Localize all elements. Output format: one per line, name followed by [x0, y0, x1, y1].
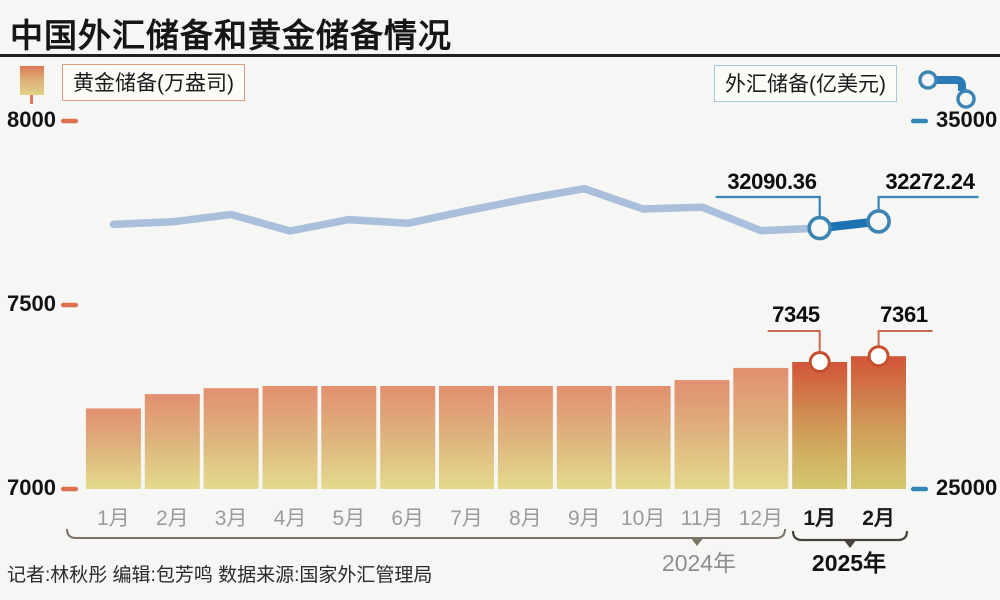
- y-axis-right-tick-25000: 25000: [936, 475, 998, 500]
- gold-bar-6: [380, 386, 436, 489]
- year-bracket-2024-arrow: [690, 537, 704, 546]
- year-group-label-2024: 2024年: [661, 550, 737, 576]
- gold-bar-12: [733, 367, 789, 489]
- x-label-2024-6月: 6月: [391, 507, 425, 530]
- gold-bar-10: [615, 386, 671, 489]
- gold-point-marker: [867, 345, 890, 368]
- x-label-2024-4月: 4月: [273, 507, 307, 530]
- page-title: 中国外汇储备和黄金储备情况: [10, 17, 452, 54]
- gold-bar-2: [144, 394, 200, 489]
- x-label-2024-7月: 7月: [450, 507, 483, 530]
- gold-bar-7: [439, 386, 494, 489]
- gold-legend-swatch: [20, 66, 44, 95]
- forex-line-2024: [109, 184, 824, 235]
- year-group-label-2025: 2025年: [811, 550, 887, 576]
- gold-bar-13: [792, 362, 848, 489]
- left-axis-tick-dash: [61, 486, 78, 492]
- forex-callout-line: [877, 195, 979, 222]
- y-axis-left-tick-8000: 8000: [7, 107, 56, 132]
- right-axis-tick-dash: [911, 118, 928, 124]
- gold-bar-1: [85, 408, 141, 489]
- gold-value-label-feb2025: 7361: [880, 302, 928, 327]
- x-label-2024-11月: 11月: [680, 507, 724, 530]
- x-label-2024-12月: 12月: [738, 507, 784, 530]
- x-label-2024-8月: 8月: [509, 507, 542, 530]
- forex-value-label-feb2025: 32272.24: [885, 169, 975, 194]
- x-label-2025-1月: 1月: [803, 507, 837, 530]
- year-bracket-2025-arrow: [843, 539, 857, 548]
- forex-legend-line-icon: [918, 70, 976, 109]
- title-divider: [0, 54, 1000, 57]
- x-label-2024-2月: 2月: [155, 507, 189, 530]
- x-label-2024-9月: 9月: [567, 507, 601, 530]
- gold-point-marker: [808, 351, 831, 373]
- forex-value-label-jan2025: 32090.36: [727, 169, 817, 194]
- y-axis-left-tick-7000: 7000: [7, 475, 56, 500]
- x-label-2025-2月: 2月: [862, 507, 895, 530]
- gold-bar-8: [497, 386, 553, 489]
- gold-bar-11: [674, 380, 730, 489]
- credit-line: 记者:林秋彤 编辑:包芳鸣 数据来源:国家外汇管理局: [7, 565, 433, 586]
- x-label-2024-5月: 5月: [332, 507, 366, 530]
- gold-bar-14: [851, 356, 906, 489]
- left-axis-tick-dash: [61, 302, 78, 308]
- year-bracket-2024: [66, 528, 786, 539]
- gold-bar-4: [262, 386, 318, 489]
- gold-legend-label: 黄金储备(万盎司): [62, 64, 245, 101]
- x-label-2024-1月: 1月: [97, 507, 130, 530]
- gold-legend-tick: [30, 95, 33, 104]
- left-axis-tick-dash: [61, 118, 78, 124]
- gold-bar-3: [203, 388, 259, 489]
- y-axis-right-tick-35000: 35000: [936, 107, 998, 132]
- year-bracket-2025: [791, 530, 909, 542]
- gold-value-label-jan2025: 7345: [772, 302, 820, 327]
- gold-bar-9: [556, 386, 612, 489]
- forex-point-marker: [807, 215, 833, 241]
- forex-legend-label: 外汇储备(亿美元): [714, 65, 897, 102]
- forex-point-marker: [866, 209, 891, 234]
- x-label-2024-10月: 10月: [620, 507, 666, 530]
- forex-callout-line: [715, 195, 821, 229]
- right-axis-tick-dash: [911, 486, 928, 492]
- x-label-2024-3月: 3月: [214, 507, 248, 530]
- y-axis-left-tick-7500: 7500: [7, 291, 56, 316]
- gold-bar-5: [321, 386, 377, 489]
